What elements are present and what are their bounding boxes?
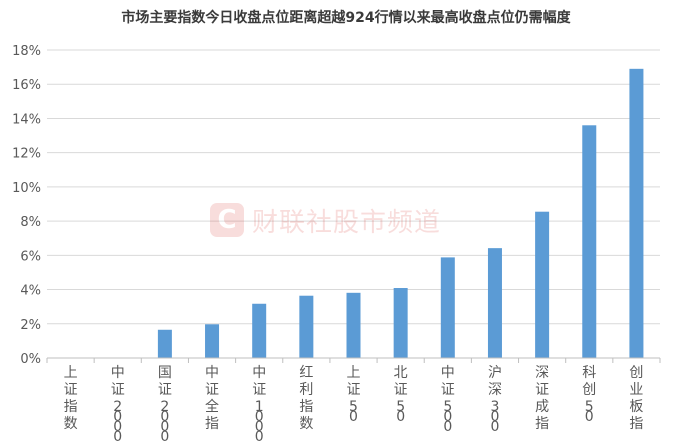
x-tick-label: 深证成指 [535,365,549,432]
y-tick-label: 16% [12,78,41,93]
x-tick-label: 创业板指 [629,365,643,432]
x-tick-label: 红利指数 [299,365,313,432]
y-tick-label: 8% [20,215,41,230]
x-tick-label: 中证 1 0 0 0 [252,365,266,445]
x-tick-label: 科创 5 0 [582,365,596,425]
x-tick-label: 上证 5 0 [347,365,361,425]
y-tick-label: 6% [20,249,41,264]
y-tick-label: 4% [20,284,41,299]
watermark-text: 财联社股市频道 [252,207,442,238]
bar [440,257,455,358]
bar [582,125,597,359]
y-tick-label: 2% [20,318,41,333]
x-axis [46,357,661,363]
bar [629,68,644,359]
grid-lines [47,49,660,325]
x-tick-label: 中证 5 0 0 [441,365,455,435]
watermark-logo: C [210,203,244,237]
watermark: C 财联社股市频道 [210,200,441,240]
bar [487,248,502,358]
bar [252,303,267,358]
y-axis-tick-labels: 0% 2% 4% 6% 8% 10% 12% 14% 16% 18% [12,44,41,367]
bar [346,292,361,358]
x-tick-label: 上证指数 [64,365,78,432]
bar [393,288,408,358]
bar [299,295,314,358]
bars [157,68,644,359]
chart-title: 市场主要指数今日收盘点位距离超越924行情以来最高收盘点位仍需幅度 [121,10,571,26]
x-tick-label: 北证 5 0 [394,365,408,425]
bar [205,324,220,358]
x-tick-label: 中证 2 0 0 0 [111,365,125,445]
x-axis-category-labels: 上证指数 中证 2 0 0 0 国证 2 0 0 0 中证全指 中证 1 0 0 0 红利指数 上证 5 0 北证 5 0 中证… [64,365,644,445]
bar [157,329,172,358]
x-tick-label: 沪深 3 0 0 [488,365,502,435]
x-tick-label: 中证全指 [205,365,219,432]
y-tick-label: 0% [20,352,41,367]
x-tick-label: 国证 2 0 0 0 [158,365,172,445]
y-tick-label: 12% [12,147,41,162]
y-tick-label: 14% [12,112,41,127]
y-tick-label: 10% [12,181,41,196]
y-tick-label: 18% [12,44,41,59]
bar [535,211,550,358]
